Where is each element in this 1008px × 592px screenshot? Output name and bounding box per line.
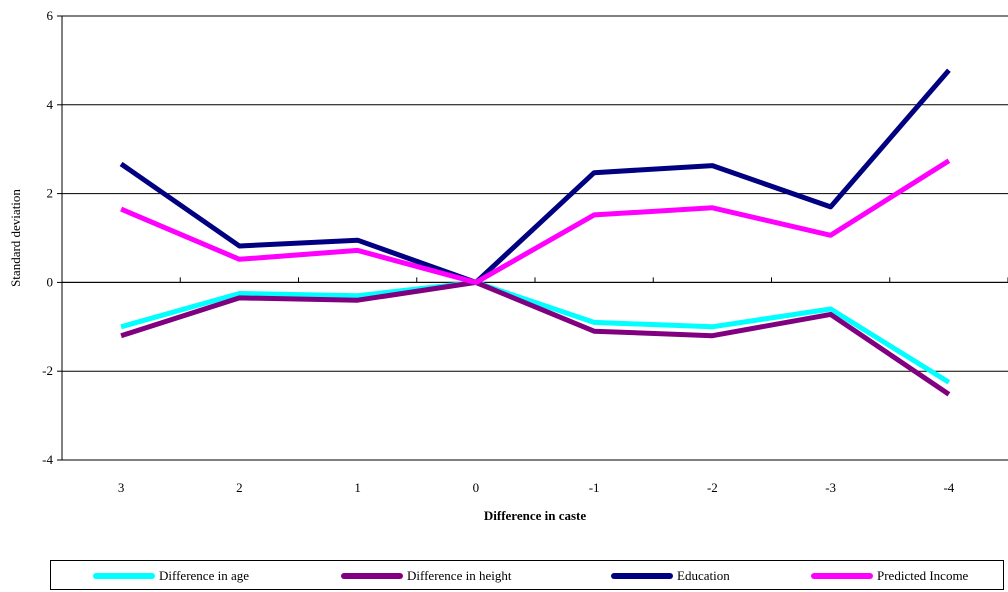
legend-item: Predicted Income: [811, 567, 968, 585]
x-tick-label: -2: [707, 480, 718, 495]
legend-item: Difference in age: [93, 567, 249, 585]
y-tick-label: 0: [47, 274, 54, 289]
legend: Difference in age Difference in height Edu…: [50, 560, 1004, 590]
x-tick-label: 1: [354, 480, 361, 495]
x-tick-label: -4: [943, 480, 954, 495]
x-axis-title: Difference in caste: [484, 508, 587, 520]
tick-labels: -4 -2 0 2 4 6 3 2 1 0 -1 -2 -3 -4: [42, 8, 955, 495]
axes: [57, 15, 1008, 461]
y-tick-label: 6: [47, 8, 54, 23]
legend-item: Difference in height: [341, 567, 511, 585]
legend-swatch: [93, 573, 155, 579]
legend-swatch: [611, 573, 673, 579]
gridlines: [62, 15, 1008, 461]
y-tick-label: -2: [42, 363, 53, 378]
legend-label: Predicted Income: [877, 568, 969, 583]
x-tick-label: -1: [589, 480, 600, 495]
legend-label: Education: [677, 568, 730, 583]
x-tick-label: 0: [473, 480, 480, 495]
series-lines: [119, 68, 951, 397]
y-tick-label: -4: [42, 452, 53, 467]
legend-swatch: [811, 573, 873, 579]
legend-label: Difference in height: [407, 568, 512, 583]
y-tick-label: 4: [47, 97, 54, 112]
legend-swatch: [341, 573, 403, 579]
series-line-difference-in-height: [120, 279, 951, 397]
x-tick-label: 3: [118, 480, 125, 495]
y-axis-title: Standard deviation: [8, 189, 23, 287]
series-line-predicted-income: [120, 158, 951, 285]
x-tick-label: 2: [236, 480, 243, 495]
series-line-education: [119, 68, 951, 285]
x-tick-label: -3: [825, 480, 836, 495]
legend-item: Education: [611, 567, 730, 585]
legend-label: Difference in age: [159, 568, 249, 583]
y-tick-label: 2: [47, 186, 54, 201]
series-line-difference-in-age: [120, 279, 951, 385]
